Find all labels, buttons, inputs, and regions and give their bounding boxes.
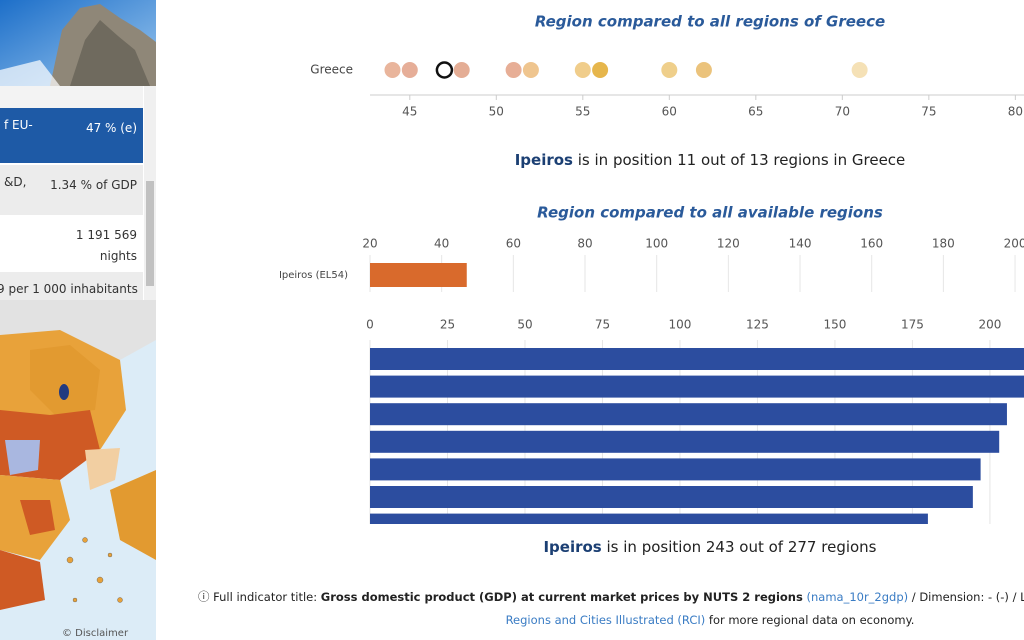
x-tick-label: 160 <box>860 237 883 251</box>
sidebar: f EU- 47 % (e) &D, 1.34 % of GDP 1 191 569… <box>0 0 156 640</box>
bar[interactable] <box>370 348 1024 370</box>
category-label: Greece <box>310 63 353 77</box>
x-tick-label: 100 <box>645 237 668 251</box>
x-tick-label: 25 <box>440 318 455 332</box>
bar[interactable] <box>370 513 928 536</box>
bar[interactable] <box>370 403 1007 426</box>
dot[interactable] <box>574 62 591 78</box>
category-label: Southern (IE05) <box>270 382 349 393</box>
scrollbar[interactable] <box>144 86 156 300</box>
footer-rest: / Dimension: - (-) / Last <box>912 590 1024 604</box>
category-label: Eastern and Midland (IE06) <box>213 464 349 475</box>
chart-title: Region compared to all regions of Greece <box>535 13 885 31</box>
footer-tail: for more regional data on economy. <box>709 613 915 627</box>
bar[interactable] <box>370 375 1024 398</box>
x-tick-label: 150 <box>823 318 846 332</box>
category-label: Hamburg (DE60) <box>264 492 348 503</box>
x-tick-label: 75 <box>921 105 936 119</box>
x-tick-label: 60 <box>506 237 521 251</box>
ranking-text: is in position 11 out of 13 regions in G… <box>578 151 906 169</box>
ranking-text: is in position 243 out of 277 regions <box>607 538 877 556</box>
dot[interactable] <box>661 62 678 78</box>
x-tick-label: 80 <box>1008 105 1023 119</box>
dot[interactable] <box>435 61 454 79</box>
category-label: Ipeiros (EL54) <box>279 270 348 281</box>
dot[interactable] <box>384 62 401 78</box>
footer: Regions and Cities Illustrated (RCI) for… <box>506 613 915 627</box>
disclaimer[interactable]: © Disclaimer <box>62 628 129 639</box>
row-value: 1.34 % of GDP <box>50 178 137 192</box>
bar[interactable] <box>370 458 981 481</box>
dot[interactable] <box>592 62 609 78</box>
category-label: Île de France (FR10) <box>247 518 348 531</box>
category-label: Luxembourg (LU00) <box>250 354 349 365</box>
x-tick-label: 140 <box>789 237 812 251</box>
bar[interactable] <box>370 263 467 287</box>
x-tick-label: 175 <box>901 318 924 332</box>
x-tick-label: 125 <box>746 318 769 332</box>
category-label: Praha (CZ01) <box>282 409 348 420</box>
x-tick-label: 65 <box>748 105 763 119</box>
dot[interactable] <box>522 62 539 78</box>
dot[interactable] <box>401 62 418 78</box>
x-tick-label: 20 <box>362 237 377 251</box>
info-row[interactable]: 1 191 569 nights <box>0 215 143 270</box>
x-tick-label: 200 <box>1004 237 1024 251</box>
x-tick-label: 50 <box>517 318 532 332</box>
chart-title: Region compared to all available regions <box>537 204 883 222</box>
indicator: Gross domestic product (GDP) at current … <box>321 590 803 604</box>
ranking: Ipeiros is in position 11 out of 13 regi… <box>515 151 906 169</box>
info-row[interactable]: &D, 1.34 % of GDP <box>0 165 143 215</box>
bar[interactable] <box>370 430 1000 453</box>
row-label: f EU- <box>4 118 33 132</box>
dot[interactable] <box>851 62 868 78</box>
x-tick-label: 0 <box>366 318 374 332</box>
ranking: Ipeiros is in position 243 out of 277 re… <box>543 538 876 556</box>
dot[interactable] <box>695 62 712 78</box>
x-tick-label: 100 <box>668 318 691 332</box>
dot[interactable] <box>453 62 470 78</box>
x-tick-label: 80 <box>577 237 592 251</box>
dot[interactable] <box>505 62 522 78</box>
region: Ipeiros <box>515 151 573 169</box>
x-tick-label: 75 <box>595 318 610 332</box>
x-tick-label: 120 <box>717 237 740 251</box>
footer: ⓘ Full indicator title: Gross domestic p… <box>198 590 1024 604</box>
x-tick-label: 50 <box>489 105 504 119</box>
x-tick-label: 40 <box>434 237 449 251</box>
row-value: 1 191 569 nights <box>75 228 137 263</box>
region: Ipeiros <box>543 538 601 556</box>
x-tick-label: 45 <box>402 105 417 119</box>
row-value: 9 per 1 000 inhabitants <box>0 282 138 296</box>
bars: Ipeiros (EL54) <box>279 263 467 287</box>
info-row[interactable]: f EU- 47 % (e) <box>0 108 143 163</box>
bar[interactable] <box>370 486 973 508</box>
x-tick-label: 200 <box>978 318 1001 332</box>
row-value: 47 % (e) <box>85 121 137 135</box>
x-tick-label: 55 <box>575 105 590 119</box>
row-spacer <box>0 86 143 108</box>
x-tick-label: 60 <box>662 105 677 119</box>
footer-lead: Full indicator title: <box>213 590 317 604</box>
header-image <box>0 0 156 86</box>
map[interactable] <box>0 300 156 640</box>
row-label: &D, <box>4 175 27 189</box>
category-label: Région de Bruxelles-Capitale/Br... <box>181 436 348 448</box>
x-tick-label: 70 <box>835 105 850 119</box>
bars: Luxembourg (LU00) Southern (IE05) Praha (C… <box>181 348 1024 536</box>
code-link[interactable]: (nama_10r_2gdp) <box>807 590 909 604</box>
info-row[interactable]: 9 per 1 000 inhabitants <box>0 272 143 300</box>
scroll-thumb[interactable] <box>146 181 154 286</box>
rci-link[interactable]: Regions and Cities Illustrated (RCI) <box>506 613 706 627</box>
x-tick-label: 180 <box>932 237 955 251</box>
